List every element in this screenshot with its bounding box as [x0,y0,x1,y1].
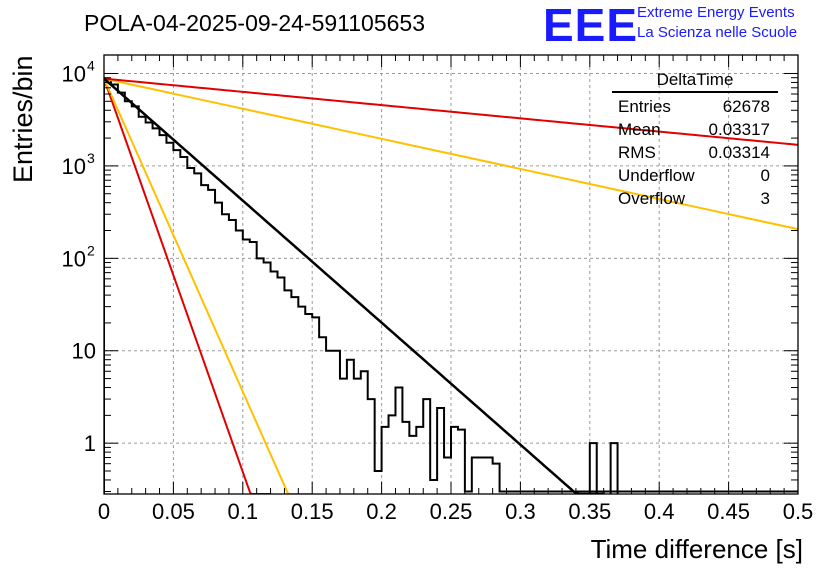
x-tick-label: 0.5 [783,499,814,524]
series-line-red-shallow [104,77,798,146]
series-line-red-steep [104,78,271,494]
logo-line-2: La Scienza nelle Scuole [637,24,798,41]
y-tick-label: 10 [62,154,86,179]
y-tick-exponent: 4 [87,57,95,73]
stats-label: Entries [618,97,671,116]
x-tick-label: 0.15 [291,499,334,524]
y-tick-label: 10 [62,246,86,271]
x-tick-label: 0.3 [505,499,536,524]
x-tick-label: 0.2 [366,499,397,524]
chart-title: POLA-04-2025-09-24-591105653 [84,10,425,36]
stats-value: 0.03317 [708,120,770,139]
stats-value: 0 [760,166,770,185]
stats-row: Overflow 3 [612,187,778,210]
stats-row: Underflow 0 [612,164,778,187]
x-tick-label: 0.05 [152,499,195,524]
stats-label: Mean [618,120,661,139]
stats-label: RMS [618,143,656,162]
stats-title: DeltaTime [612,70,778,93]
histogram-bin [588,442,598,494]
stats-value: 62678 [722,97,770,116]
x-tick-label: 0.45 [707,499,750,524]
histogram-deltatime [104,79,798,494]
series-line-fit [104,77,604,494]
stats-row: RMS 0.03314 [612,141,778,164]
series-line-orange-steep [104,78,313,494]
x-axis-label: Time difference [s] [590,534,803,564]
x-tick-label: 0.4 [644,499,675,524]
y-tick-label: 10 [72,339,96,364]
x-tick-label: 0.25 [430,499,473,524]
x-tick-label: 0 [98,499,110,524]
logo-line-1: Extreme Energy Events [637,4,795,21]
y-tick-label: 10 [62,61,86,86]
plot-area [104,77,798,494]
y-tick-label: 1 [84,431,96,456]
x-tick-label: 0.35 [568,499,611,524]
stats-value: 3 [760,189,770,208]
y-tick-exponent: 2 [87,242,95,258]
stats-label: Underflow [618,166,695,185]
stats-row: Entries 62678 [612,95,778,118]
y-tick-exponent: 3 [87,150,95,166]
eee-logo: EEE [543,0,639,51]
stats-value: 0.03314 [708,143,770,162]
x-tick-label: 0.1 [228,499,259,524]
y-axis-label: Entries/bin [8,55,38,183]
histogram-bin [609,442,619,494]
stats-box: DeltaTime Entries 62678 Mean 0.03317 RMS… [612,70,778,210]
stats-label: Overflow [618,189,686,208]
stats-row: Mean 0.03317 [612,118,778,141]
series-line-orange-shallow [104,77,798,231]
